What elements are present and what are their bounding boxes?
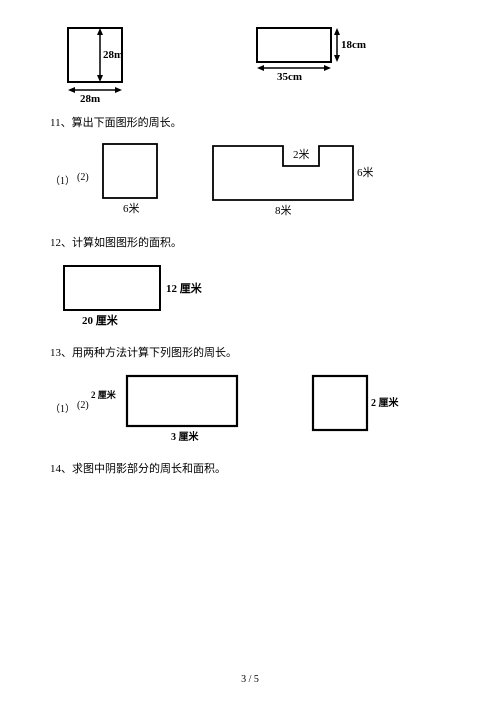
top-right-rect: 18cm 35cm (245, 24, 375, 94)
dim-text: 18cm (341, 39, 366, 51)
q13-figures: （1） (2) 2 厘米 3 厘米 2 厘米 (50, 370, 450, 446)
top-figures-row: 28m 28m 18cm 35cm (50, 24, 450, 96)
dim-text: 6米 (357, 166, 373, 179)
q13-sub2: (2) (77, 370, 89, 411)
q11-fig2: 2米 6米 8米 (203, 140, 373, 220)
q11-figures: （1） (2) 6米 2米 6米 8米 (50, 140, 450, 220)
q11-text: 11、算出下面图形的周长。 (50, 114, 450, 130)
q11-sub2: (2) (77, 140, 89, 183)
top-left-square: 28m 28m (50, 24, 155, 104)
q11-fig1: 6米 (93, 140, 173, 220)
dim-text: 2 厘米 (371, 396, 400, 409)
q12-text: 12、计算如图图形的面积。 (50, 234, 450, 250)
q13-fig2: 2 厘米 (305, 370, 415, 442)
q11-sub1: （1） (50, 140, 75, 187)
dim-text: 20 厘米 (82, 313, 119, 327)
dim-text: 12 厘米 (166, 281, 203, 295)
page-number: 3 / 5 (0, 674, 500, 685)
q13-fig1: 2 厘米 3 厘米 (91, 370, 251, 446)
dim-text: 28m (80, 93, 100, 104)
q13-text: 13、用两种方法计算下列图形的周长。 (50, 344, 450, 360)
q13-sub1: （1） (50, 370, 75, 415)
q14-text: 14、求图中阴影部分的周长和面积。 (50, 460, 450, 476)
dim-text: 6米 (123, 202, 140, 215)
dim-text: 28m (103, 49, 123, 61)
dim-text: 3 厘米 (171, 430, 199, 443)
dim-text: 35cm (277, 71, 302, 83)
dim-text: 2 厘米 (91, 389, 117, 400)
q12-fig: 12 厘米 20 厘米 (56, 260, 236, 330)
dim-text: 8米 (275, 204, 292, 217)
dim-text: 2米 (293, 148, 310, 161)
